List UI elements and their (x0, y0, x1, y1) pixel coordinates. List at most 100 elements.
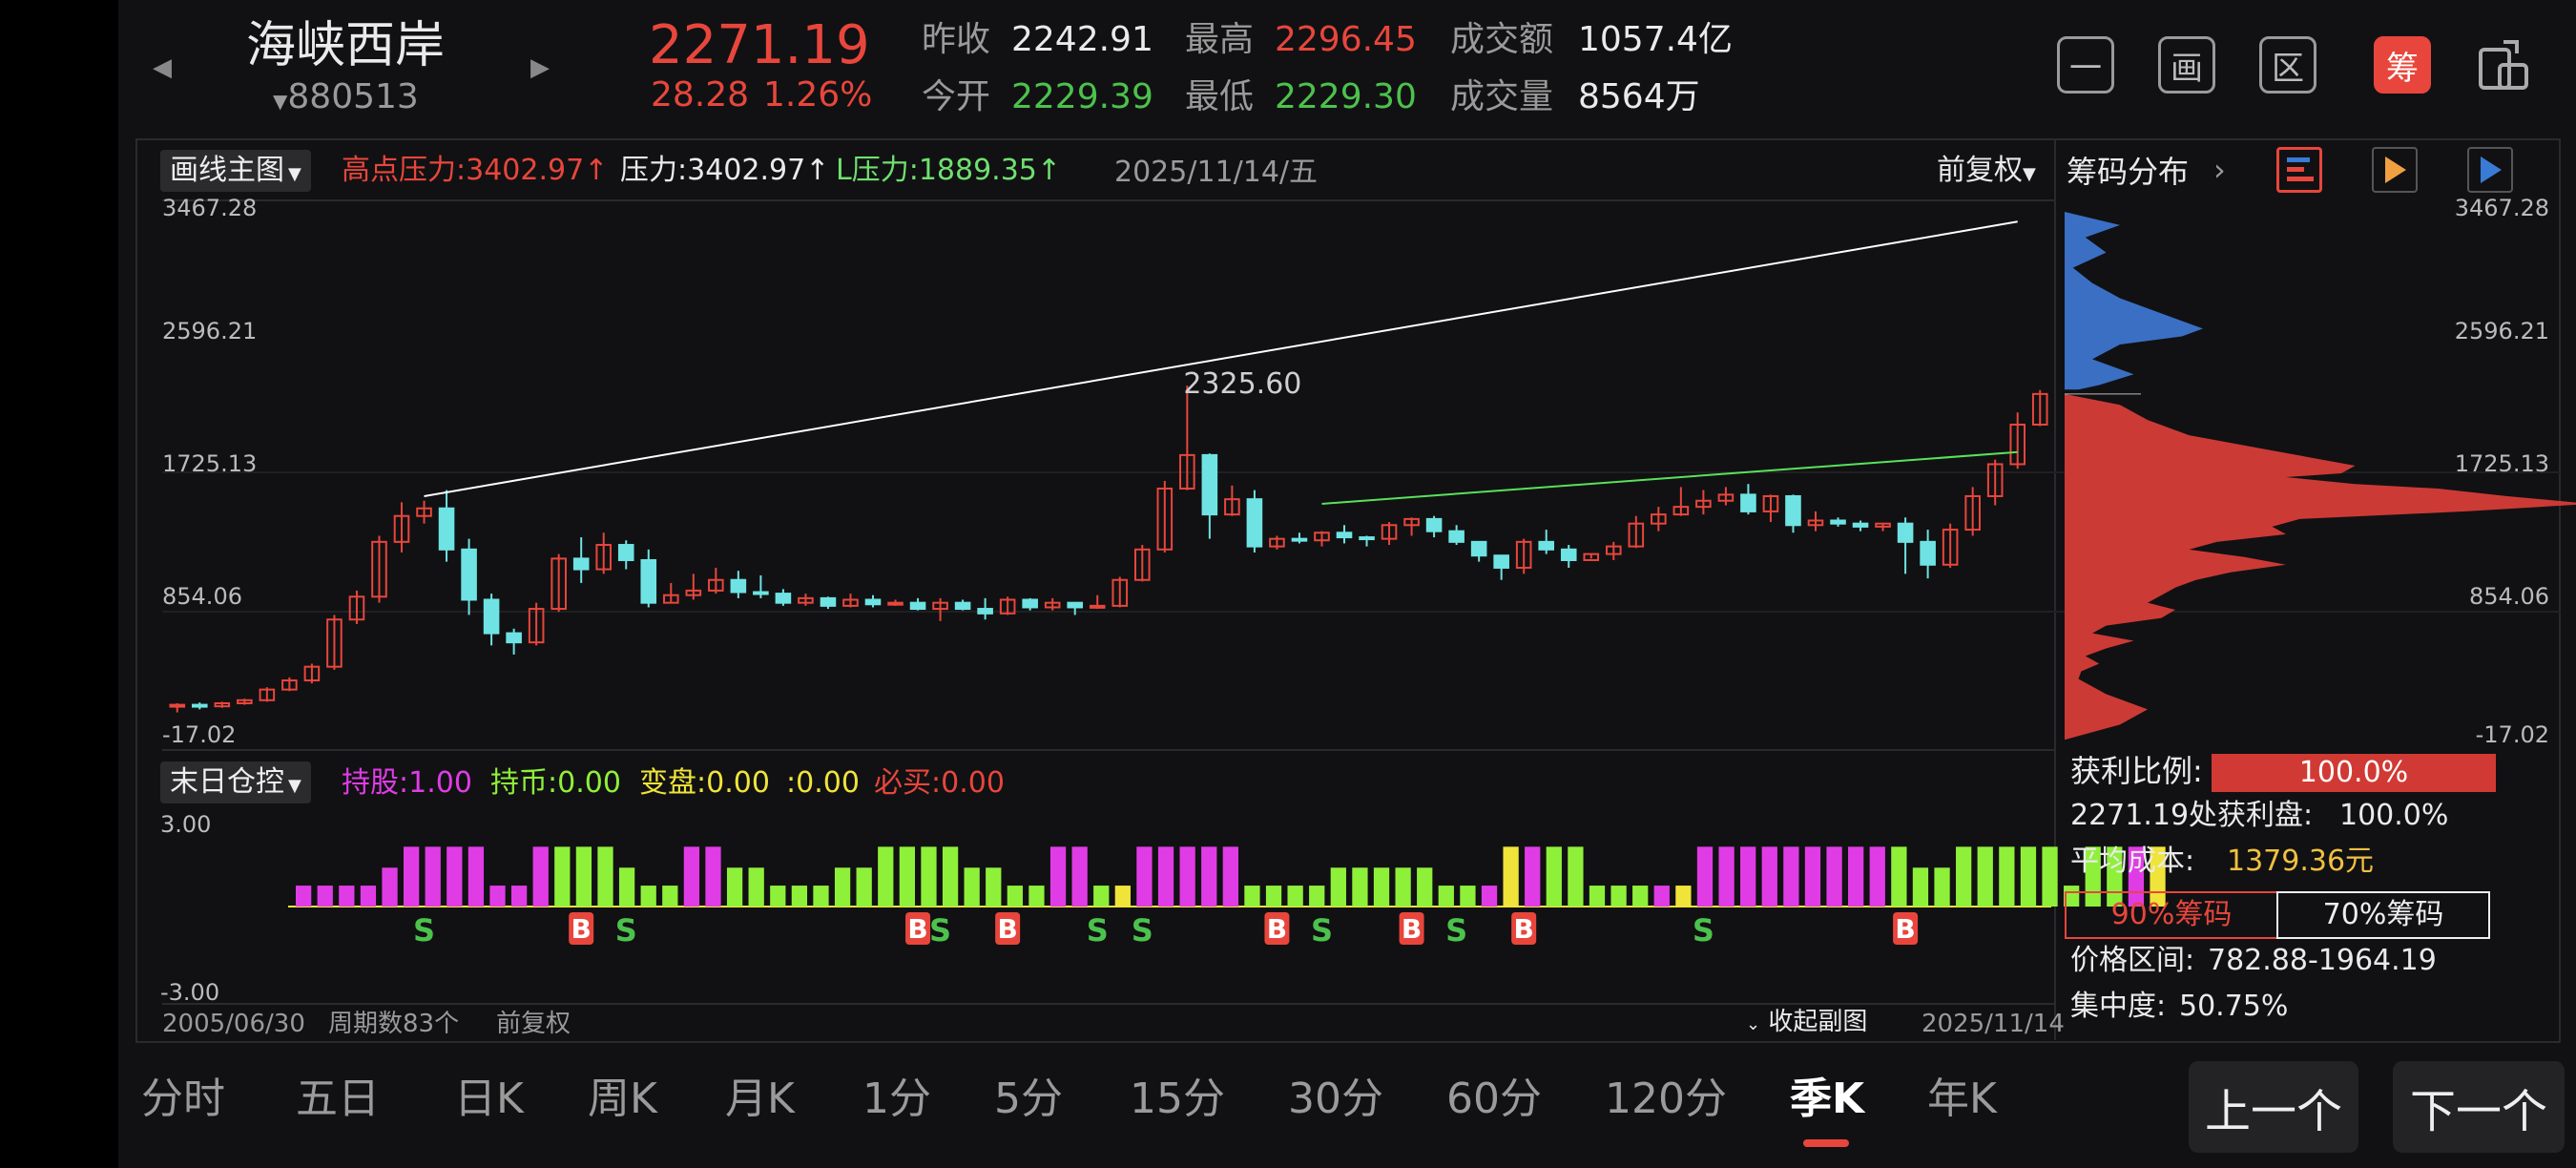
candle-body[interactable] (1022, 598, 1038, 609)
candle-body[interactable] (977, 608, 993, 615)
candle-body[interactable] (2009, 423, 2026, 466)
candle-body[interactable] (1359, 536, 1375, 541)
candle-body[interactable] (1785, 494, 1801, 527)
chip-mode-fire-icon[interactable] (2372, 147, 2418, 193)
candle-body[interactable] (1044, 601, 1061, 609)
candle-body[interactable] (551, 557, 567, 611)
candle-body[interactable] (416, 507, 432, 517)
candle-body[interactable] (1470, 540, 1487, 557)
candle-body[interactable] (1133, 548, 1151, 581)
candle-body[interactable] (1314, 532, 1330, 542)
candle-body[interactable] (1986, 463, 2004, 497)
candle-body[interactable] (259, 688, 276, 701)
main-indicator-dropdown[interactable]: 画线主图 ▼ (160, 150, 311, 192)
candle-body[interactable] (572, 557, 590, 571)
candle-body[interactable] (1762, 494, 1779, 512)
candle-body[interactable] (662, 594, 679, 604)
range-icon[interactable]: 区 (2259, 36, 2316, 94)
draw-icon[interactable]: 画 (2158, 36, 2215, 94)
chevron-right-icon[interactable]: › (2213, 152, 2226, 188)
candle-body[interactable] (528, 608, 545, 644)
candle-body[interactable] (1403, 517, 1420, 527)
device-switch-icon[interactable] (2475, 36, 2532, 94)
candle-body[interactable] (1336, 532, 1353, 539)
candle-body[interactable] (1538, 540, 1555, 551)
candle-body[interactable] (1515, 540, 1532, 569)
candle-body[interactable] (1246, 498, 1263, 548)
candle-body[interactable] (1852, 522, 1869, 528)
candle-body[interactable] (1269, 537, 1285, 548)
candle-body[interactable] (1224, 498, 1240, 516)
prev-stock-arrow-icon[interactable]: ◀ (153, 53, 172, 82)
candle-body[interactable] (1942, 529, 1959, 566)
candle-body[interactable] (1089, 604, 1106, 609)
next-stock-arrow-icon[interactable]: ▶ (530, 53, 550, 82)
tab-zhouk[interactable]: 周K (588, 1074, 657, 1123)
candle-body[interactable] (753, 591, 769, 595)
candle-body[interactable] (954, 601, 971, 611)
candle-body[interactable] (1111, 578, 1129, 607)
tab-rik[interactable]: 日K (454, 1074, 524, 1123)
chips-icon[interactable]: 筹 (2374, 36, 2431, 94)
candle-body[interactable] (595, 544, 613, 571)
tab-niank[interactable]: 年K (1927, 1074, 1997, 1123)
candle-body[interactable] (909, 601, 926, 611)
candle-body[interactable] (1920, 540, 1936, 566)
candle-body[interactable] (461, 548, 477, 601)
candle-body[interactable] (1672, 506, 1690, 516)
candle-body[interactable] (348, 595, 365, 621)
candle-body[interactable] (1605, 545, 1622, 555)
candle-body[interactable] (303, 665, 321, 682)
candle-body[interactable] (281, 679, 298, 691)
candle-body[interactable] (1156, 487, 1174, 551)
tab-wuri[interactable]: 五日 (296, 1074, 380, 1123)
candle-body[interactable] (730, 578, 747, 594)
candle-body[interactable] (326, 618, 343, 668)
candle-body[interactable] (1695, 499, 1712, 509)
tab-1fen[interactable]: 1分 (862, 1074, 931, 1123)
candle-body[interactable] (1875, 522, 1891, 528)
adjust-dropdown[interactable]: 前复权▼ (1937, 156, 2036, 185)
candle-body[interactable] (1717, 493, 1735, 502)
candle-body[interactable] (506, 632, 522, 644)
tab-70-chips[interactable]: 70%筹码 (2276, 891, 2490, 939)
minus-box-icon[interactable]: 一 (2057, 36, 2114, 94)
candle-body[interactable] (1628, 522, 1645, 548)
candle-body[interactable] (1651, 513, 1667, 525)
candle-body[interactable] (1448, 530, 1465, 543)
trend-line[interactable] (1321, 450, 2018, 505)
candle-body[interactable] (438, 507, 455, 551)
collapse-subchart-button[interactable]: ⌄ 收起副图 (1746, 1010, 1867, 1034)
candle-body[interactable] (1560, 548, 1577, 561)
tab-jik[interactable]: 季K (1790, 1074, 1865, 1123)
candle-body[interactable] (371, 540, 387, 598)
candle-body[interactable] (842, 598, 859, 607)
candle-body[interactable] (999, 598, 1016, 615)
candle-body[interactable] (1493, 554, 1509, 569)
candle-body[interactable] (887, 601, 904, 606)
candle-body[interactable] (1740, 493, 1756, 512)
tab-90-chips[interactable]: 90%筹码 (2065, 891, 2278, 939)
prev-stock-button[interactable]: 上一个 (2189, 1061, 2358, 1153)
tab-fenshi[interactable]: 分时 (141, 1074, 225, 1123)
candle-body[interactable] (483, 598, 500, 635)
candle-body[interactable] (685, 589, 702, 596)
tab-30fen[interactable]: 30分 (1288, 1074, 1383, 1123)
trend-line[interactable] (424, 220, 2018, 497)
tab-120fen[interactable]: 120分 (1605, 1074, 1727, 1123)
candle-body[interactable] (820, 596, 837, 607)
candle-body[interactable] (1201, 453, 1218, 516)
candle-body[interactable] (237, 699, 253, 704)
candle-body[interactable] (393, 514, 410, 543)
candle-body[interactable] (2031, 392, 2048, 426)
sub-indicator-dropdown[interactable]: 末日仓控 ▼ (160, 761, 311, 803)
candle-body[interactable] (1381, 524, 1398, 540)
candle-body[interactable] (798, 596, 814, 604)
candle-body[interactable] (1807, 519, 1824, 527)
tab-60fen[interactable]: 60分 (1446, 1074, 1542, 1123)
candle-body[interactable] (1897, 522, 1914, 543)
tab-5fen[interactable]: 5分 (994, 1074, 1063, 1123)
candle-body[interactable] (617, 544, 634, 561)
candle-body[interactable] (708, 578, 724, 592)
